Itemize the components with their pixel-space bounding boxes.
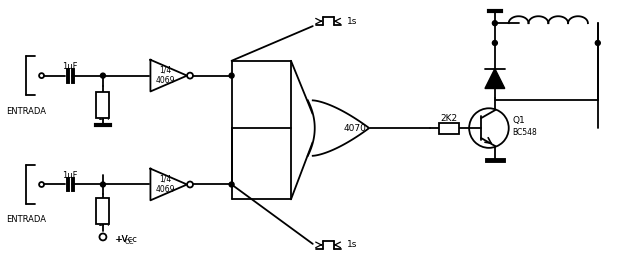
Text: +V: +V bbox=[114, 235, 128, 244]
Text: BC548: BC548 bbox=[512, 128, 538, 137]
Text: CC: CC bbox=[125, 239, 134, 245]
Text: 1M: 1M bbox=[97, 113, 109, 122]
Text: 2K2: 2K2 bbox=[441, 114, 458, 123]
Text: Q1: Q1 bbox=[512, 116, 526, 125]
Circle shape bbox=[229, 73, 234, 78]
Text: 1s: 1s bbox=[348, 17, 358, 26]
Text: 1µF: 1µF bbox=[62, 62, 78, 71]
Text: 1/4
4069: 1/4 4069 bbox=[156, 175, 175, 194]
Polygon shape bbox=[151, 169, 187, 200]
Text: 4070: 4070 bbox=[344, 124, 367, 133]
Text: 1/4
4069: 1/4 4069 bbox=[156, 66, 175, 85]
Bar bbox=[96, 92, 109, 118]
Text: 1µF: 1µF bbox=[62, 171, 78, 180]
Polygon shape bbox=[151, 60, 187, 91]
Polygon shape bbox=[485, 69, 505, 89]
Bar bbox=[439, 123, 459, 134]
Text: 1M: 1M bbox=[97, 219, 109, 228]
Text: ENTRADA: ENTRADA bbox=[6, 107, 46, 116]
Circle shape bbox=[492, 40, 498, 46]
Circle shape bbox=[101, 73, 106, 78]
Circle shape bbox=[101, 182, 106, 187]
Text: 1s: 1s bbox=[348, 240, 358, 249]
Circle shape bbox=[229, 182, 234, 187]
Bar bbox=[96, 198, 109, 224]
Text: ENTRADA: ENTRADA bbox=[6, 215, 46, 224]
Circle shape bbox=[492, 21, 498, 26]
Text: +Vᴄᴄ: +Vᴄᴄ bbox=[115, 235, 137, 244]
Polygon shape bbox=[312, 100, 369, 156]
Circle shape bbox=[596, 40, 600, 46]
